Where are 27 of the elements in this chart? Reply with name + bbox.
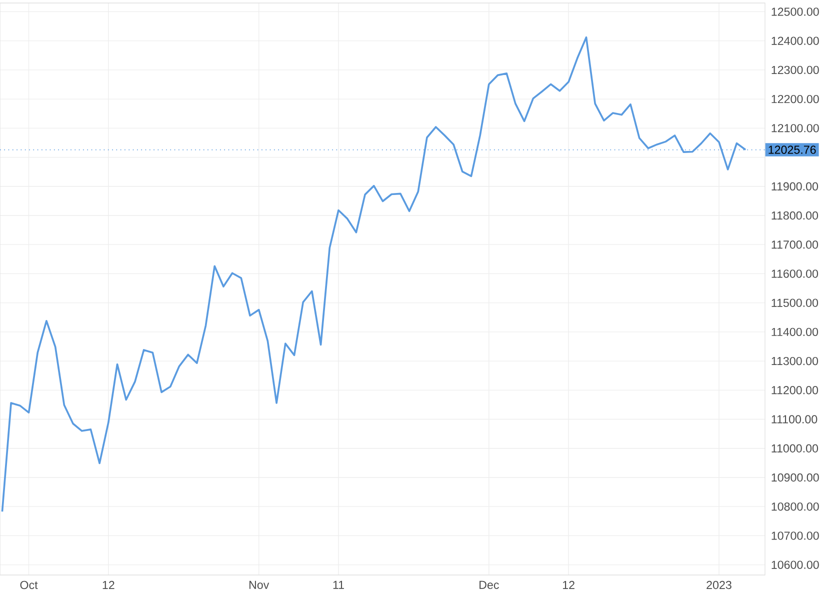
x-tick-label: 2023 [706, 580, 732, 590]
x-tick-label: Nov [249, 580, 270, 589]
y-tick-label: 11500.00 [772, 298, 818, 307]
y-tick-label: 10700.00 [772, 532, 819, 540]
y-tick-label: 10900.00 [772, 473, 819, 482]
ref-line-label: 12025.76 [768, 146, 816, 154]
y-tick-label: 10600.00 [772, 560, 819, 569]
x-tick-label: 12 [562, 580, 574, 589]
x-tick-label: Dec [480, 580, 499, 589]
y-tick-label: 11100.00 [772, 415, 818, 424]
y-tick-label: 11300.00 [772, 356, 818, 366]
y-tick-label: 11400.00 [772, 328, 818, 336]
y-tick-label: 11800.00 [772, 211, 818, 220]
y-tick-label: 11600.00 [772, 270, 818, 278]
x-tick-label: 11 [333, 580, 344, 589]
y-tick-label: 10800.00 [772, 502, 819, 511]
y-tick-label: 11000.00 [772, 444, 818, 452]
y-tick-label: 12500.00 [772, 8, 819, 16]
y-tick-label: 11700.00 [772, 240, 818, 249]
y-tick-label: 12300.00 [772, 66, 819, 74]
y-tick-label: 11200.00 [772, 386, 818, 394]
x-tick-label: 12 [102, 580, 114, 589]
y-tick-label: 11900.00 [772, 182, 818, 190]
y-tick-label: 12400.00 [772, 36, 819, 45]
x-tick-label: Oct [20, 580, 38, 590]
y-tick-label: 12100.00 [772, 124, 819, 132]
y-tick-label: 12200.00 [772, 94, 819, 104]
